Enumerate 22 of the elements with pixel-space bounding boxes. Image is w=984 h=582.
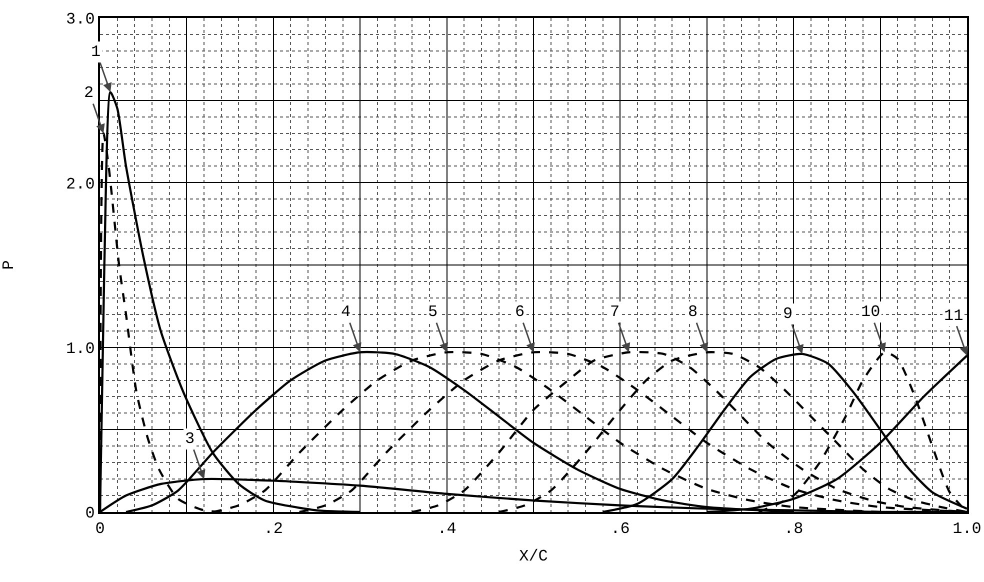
x-tick-label: .8: [784, 520, 804, 538]
text: 5: [428, 303, 438, 321]
x-axis-title: X/C: [519, 547, 548, 566]
x-tick-label: .2: [264, 520, 283, 538]
series-label: 9: [783, 305, 793, 323]
text: 4: [341, 303, 351, 321]
text: 8: [688, 303, 698, 321]
text: 6: [515, 303, 525, 321]
text: 7: [610, 303, 620, 321]
y-tick-label: 2.0: [66, 175, 95, 194]
y-tick-label: 0: [85, 504, 95, 523]
x-tick-label: .6: [610, 520, 630, 538]
x-tick-label: .4: [437, 520, 456, 538]
y-axis-title: P: [0, 260, 18, 270]
y-tick-label: 3.0: [66, 10, 95, 29]
text: 1: [91, 43, 101, 61]
x-tick-label: 1.0: [952, 520, 982, 538]
y-tick-label: 1.0: [66, 340, 95, 358]
series-label: 3: [185, 430, 195, 448]
series-label: 11: [944, 307, 964, 325]
series-label: 10: [861, 303, 880, 321]
text: 2: [84, 84, 94, 102]
